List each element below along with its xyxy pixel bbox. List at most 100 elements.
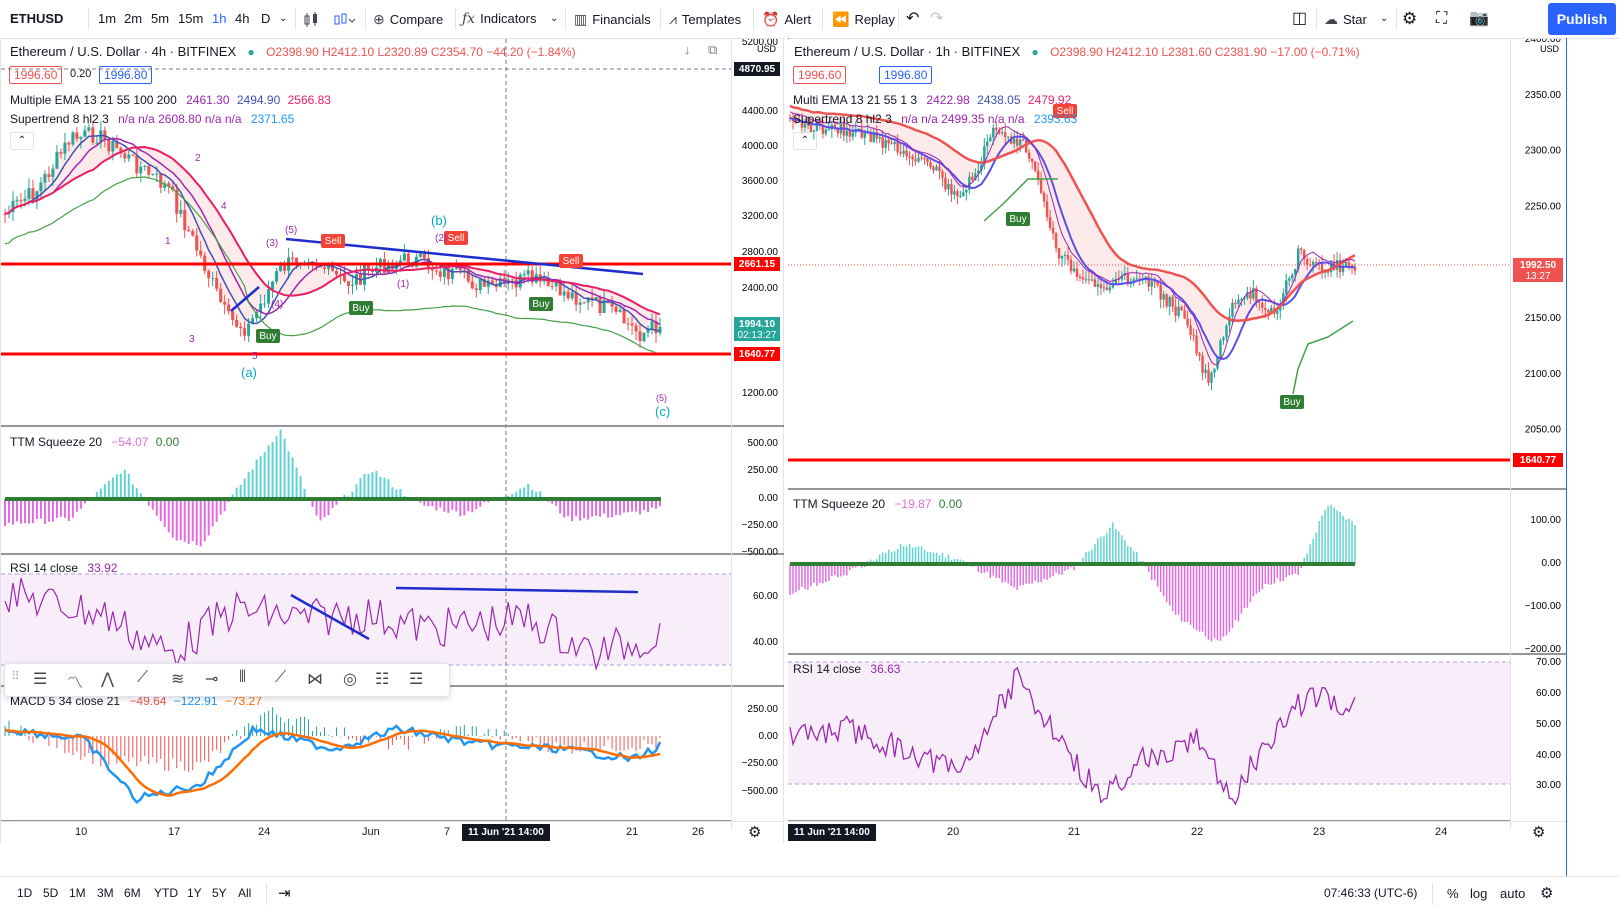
interval-15m[interactable]: 15m — [178, 11, 204, 26]
candle-body — [1093, 279, 1097, 287]
candle-body — [1288, 278, 1291, 281]
buy-price-button[interactable]: 1996.80 — [879, 66, 933, 84]
percent-toggle[interactable]: % — [1447, 886, 1459, 901]
right-chart-canvas[interactable]: Sell Buy Buy — [788, 39, 1510, 843]
rsi-value: 36.63 — [870, 662, 901, 676]
abc-wave-icon[interactable]: ⋀ — [101, 671, 115, 688]
alert-button[interactable]: ⏰ Alert — [762, 0, 811, 38]
trend-line-icon[interactable]: ⟋ — [137, 669, 149, 686]
indicators-button[interactable]: ƒx Indicators — [462, 0, 536, 38]
replay-button[interactable]: ⏪ Replay — [832, 0, 895, 38]
log-toggle[interactable]: log — [1470, 886, 1488, 901]
buy-price-button[interactable]: 1996.80 — [99, 66, 153, 84]
range-1m[interactable]: 1M — [69, 886, 86, 900]
candle-body — [965, 189, 968, 193]
right-price-axis[interactable]: USD2400.002350.002300.002250.002200.0021… — [1510, 39, 1567, 829]
gear-icon[interactable]: ⚙ — [748, 824, 762, 841]
left-price-axis[interactable]: 5200.00 4400.00 4000.00 3600.00 3200.00 2800.… — [731, 39, 784, 829]
range-3m[interactable]: 3M — [97, 886, 114, 900]
left-ohlc: O2398.90 H2412.10 L2320.89 C2354.70 −44.… — [266, 45, 576, 59]
auto-toggle[interactable]: auto — [1500, 886, 1526, 901]
ray-icon[interactable]: ⟋ — [275, 669, 287, 686]
sell-price-button[interactable]: 1996.60 — [9, 66, 63, 84]
camera-icon[interactable]: 📷 — [1469, 10, 1489, 27]
range-6m[interactable]: 6M — [124, 886, 141, 900]
settings-lines-icon[interactable]: ☲ — [409, 671, 424, 688]
supertrend-legend[interactable]: Supertrend 8 hl2 3 n/a n/a 2608.80 n/a n… — [10, 112, 294, 126]
candle-body — [342, 274, 346, 282]
interval-1m[interactable]: 1m — [98, 11, 117, 26]
rsi-legend[interactable]: RSI 14 close 36.63 — [793, 662, 900, 676]
fib-channel-icon[interactable]: ≋ — [171, 671, 185, 688]
clock-timezone[interactable]: 07:46:33 (UTC-6) — [1324, 886, 1418, 900]
drag-handle-icon[interactable]: ⠿ — [11, 669, 20, 683]
macd-legend[interactable]: MACD 5 34 close 21 −49.64 −122.91 −73.27 — [10, 694, 262, 708]
left-time-axis[interactable]: 10 17 24 Jun 7 21 26 11 Jun '21 14:00 ⚙ — [0, 821, 783, 844]
left-chart[interactable]: Sell Sell Sell Buy Buy Buy (a) (b) (c) (5) 1 2 3 4 5 (1… — [1, 39, 731, 843]
interval-4h[interactable]: 4h — [235, 11, 250, 26]
undo-icon[interactable]: ↶ — [906, 10, 920, 27]
horizontal-ray-icon[interactable]: ⊸ — [205, 671, 219, 688]
chevron-down-icon[interactable]: ⌄ — [550, 13, 559, 24]
chevron-down-icon[interactable]: ⌄ — [1380, 13, 1389, 24]
chevron-down-icon[interactable]: ⌄ — [279, 13, 288, 24]
ttm-legend[interactable]: TTM Squeeze 20 −19.87 0.00 — [793, 497, 962, 511]
drawing-toolbar[interactable]: ⠿ ☰ 〽 ⋀ ⟋ ≋ ⊸ ⦀ ⟋ ⋈ ◎ ☷ ☲ — [4, 663, 450, 697]
gear-icon[interactable]: ⚙ — [1402, 9, 1418, 28]
interval-d[interactable]: D — [261, 11, 271, 26]
right-time-axis[interactable]: 11 Jun '21 14:00 20 21 22 23 24 ⚙ — [788, 821, 1566, 844]
wave-tool-icon[interactable]: 〽 — [67, 675, 84, 692]
rsi-legend[interactable]: RSI 14 close 33.92 — [10, 561, 117, 575]
range-ytd[interactable]: YTD — [154, 886, 178, 900]
vertical-lines-icon[interactable]: ⦀ — [239, 669, 247, 686]
interval-5m[interactable]: 5m — [151, 11, 170, 26]
compare-button[interactable]: ⊕ Compare — [373, 0, 443, 38]
candle-body — [67, 142, 71, 145]
gear-icon[interactable]: ⚙ — [1540, 885, 1554, 902]
candle-body — [87, 127, 91, 131]
collapse-legend-button[interactable]: ⌃ — [793, 132, 817, 150]
ema-legend[interactable]: Multiple EMA 13 21 55 100 200 2461.30 24… — [10, 93, 331, 107]
fullscreen-icon[interactable]: ⛶ — [1436, 10, 1448, 27]
supertrend-legend[interactable]: Supertrend 8 hl2 3 n/a n/a 2499.35 n/a n… — [793, 112, 1077, 126]
gear-icon[interactable]: ⚙ — [1532, 824, 1546, 841]
publish-button[interactable]: Publish — [1548, 3, 1616, 35]
candle-body — [1135, 278, 1138, 280]
range-1d[interactable]: 1D — [17, 886, 33, 900]
right-chart[interactable]: Sell Buy Buy — [788, 39, 1510, 843]
spiral-icon[interactable]: ◎ — [343, 671, 357, 688]
line-tools-icon[interactable]: ☰ — [33, 671, 48, 688]
candle-body — [1144, 276, 1147, 279]
financials-button[interactable]: ▥ Financials — [574, 0, 651, 38]
pattern-icon[interactable]: ⋈ — [307, 671, 323, 688]
interval-1h[interactable]: 1h — [212, 11, 227, 26]
sell-price-button[interactable]: 1996.60 — [793, 66, 847, 84]
candle-body — [824, 129, 828, 134]
redo-icon[interactable]: ↷ — [930, 10, 944, 27]
collapse-legend-button[interactable]: ⌃ — [10, 132, 34, 150]
goto-date-icon[interactable]: ⇥ — [278, 885, 291, 902]
symbol-search[interactable]: ETHUSD — [10, 11, 64, 26]
ema-legend[interactable]: Multi EMA 13 21 55 1 3 2422.98 2438.05 2… — [793, 93, 1071, 107]
fib-levels-icon[interactable]: ☷ — [375, 671, 390, 688]
range-5d[interactable]: 5D — [43, 886, 59, 900]
spread-value: 0.20 — [70, 68, 92, 80]
interval-2m[interactable]: 2m — [124, 11, 143, 26]
arrow-down-icon[interactable]: ↓ — [684, 42, 691, 57]
range-1y[interactable]: 1Y — [187, 886, 202, 900]
candle-body — [107, 139, 111, 152]
candle-type-icon[interactable] — [302, 0, 320, 38]
range-5y[interactable]: 5Y — [212, 886, 227, 900]
candle-body — [1201, 355, 1204, 374]
ttm-axis-label: 100.00 — [1530, 515, 1561, 526]
candle-body — [836, 127, 840, 134]
maximize-icon[interactable]: ⧉ — [708, 42, 718, 57]
chart-type-icon[interactable] — [333, 0, 356, 38]
candle-body — [1353, 266, 1357, 271]
star-button[interactable]: ☁ Star — [1324, 0, 1367, 38]
range-all[interactable]: All — [238, 886, 252, 900]
templates-button[interactable]: ⩘ Templates — [669, 0, 741, 38]
ttm-legend[interactable]: TTM Squeeze 20 −54.07 0.00 — [10, 435, 179, 449]
layout-icon[interactable]: ◫ — [1292, 10, 1308, 27]
